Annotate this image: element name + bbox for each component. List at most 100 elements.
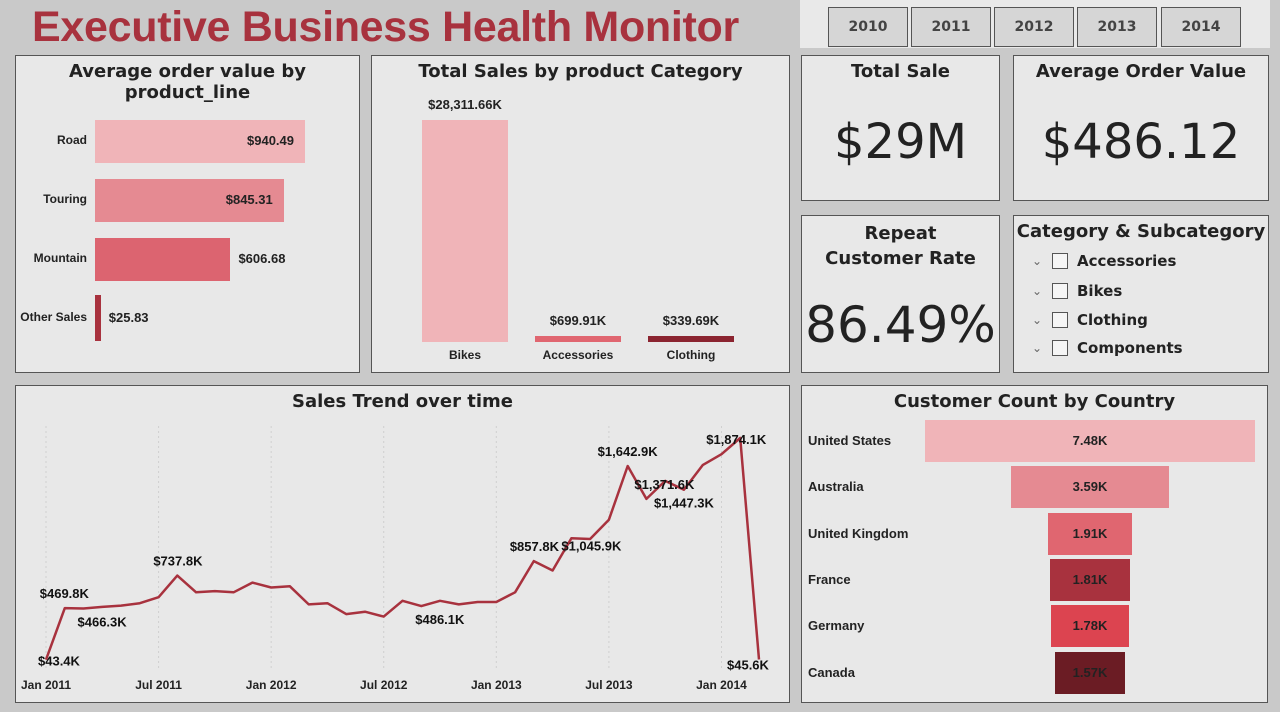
category-label: Bikes [448, 348, 482, 362]
x-tick-label: Jan 2011 [21, 678, 71, 692]
total-sale-card: Total Sale $29M [801, 55, 1000, 201]
data-label: $1,447.3K [654, 496, 715, 511]
x-tick-label: Jul 2013 [585, 678, 633, 692]
data-label: $699.91K [549, 313, 607, 328]
kpi-label: Total Sale [851, 61, 950, 82]
chevron-down-icon[interactable]: ⌄ [1032, 254, 1043, 268]
data-label: $737.8K [153, 554, 203, 569]
kpi-label: Repeat Customer Rate [825, 223, 976, 269]
line-chart-svg: Jan 2011 Jul 2011 Jan 2012 Jul 2012 Jan 2013… [21, 426, 770, 692]
bar [925, 420, 1255, 462]
country-label: United Kingdom [808, 525, 909, 541]
data-label: 7.48K [1072, 433, 1108, 448]
chart-title: Customer Count by Country [893, 391, 1176, 412]
checkbox[interactable] [1052, 340, 1068, 356]
bar [535, 336, 621, 342]
bar-label: Mountain [33, 251, 87, 265]
data-label: $857.8K [510, 539, 560, 554]
chevron-down-icon[interactable]: ⌄ [1032, 341, 1043, 355]
country-label: United States [808, 433, 892, 448]
data-label: 1.78K [1072, 618, 1108, 634]
average-order-value-card: Average Order Value $486.12 [1013, 55, 1269, 201]
category-item-components[interactable]: ⌄ Components [1032, 337, 1183, 359]
data-label: $845.31 [225, 192, 273, 207]
sales-trend-line [44, 436, 761, 661]
x-tick-label: Jan 2014 [696, 678, 747, 692]
page-title: Executive Business Health Monitor [32, 3, 739, 51]
kpi-label: Average Order Value [1035, 61, 1247, 82]
chevron-down-icon[interactable]: ⌄ [1032, 313, 1043, 327]
bar [1055, 651, 1125, 694]
category-item-bikes[interactable]: ⌄ Bikes [1032, 280, 1122, 302]
year-button-2014[interactable]: 2014 [1161, 7, 1241, 47]
category-item-accessories[interactable]: ⌄ Accessories [1032, 250, 1176, 272]
chart-title: Sales Trend over time [291, 391, 513, 412]
data-label: $1,642.9K [598, 444, 659, 459]
year-button-2011[interactable]: 2011 [911, 7, 991, 47]
data-label: $43.4K [38, 654, 81, 669]
category-label: Bikes [1077, 282, 1123, 300]
year-button-2010[interactable]: 2010 [828, 7, 908, 47]
x-tick-label: Jul 2012 [360, 678, 408, 692]
bar [95, 119, 305, 163]
country-label: Australia [808, 479, 864, 495]
data-label: $469.8K [40, 586, 90, 601]
year-slicer: 2010 2011 2012 2013 2014 [800, 0, 1270, 48]
country-label: France [808, 571, 851, 587]
repeat-customer-rate-card: Repeat Customer Rate 86.49% [801, 215, 1000, 373]
data-label: $486.1K [415, 612, 465, 627]
kpi-value: 86.49% [805, 296, 996, 354]
bar [1050, 605, 1130, 648]
data-label: 1.91K [1072, 525, 1108, 541]
bar [648, 336, 734, 342]
checkbox[interactable] [1052, 253, 1068, 269]
data-label: 1.57K [1072, 664, 1108, 680]
country-label: Germany [808, 618, 865, 634]
data-label: 3.59K [1072, 479, 1108, 495]
slicer-title: Category & Subcategory [1016, 221, 1266, 242]
kpi-value: $29M [833, 114, 968, 170]
category-label: Clothing [1077, 311, 1148, 329]
category-label: Components [1077, 339, 1183, 357]
kpi-value: $486.12 [1041, 114, 1241, 170]
x-tick-label: Jan 2012 [246, 678, 297, 692]
category-label: Accessories [1077, 252, 1177, 270]
chart-title: Average order value by product_line [68, 61, 307, 103]
data-label: $1,874.1K [706, 432, 767, 447]
x-tick-label: Jul 2011 [135, 678, 182, 692]
data-label: $466.3K [78, 615, 128, 630]
data-label: $25.83 [108, 310, 149, 325]
year-button-2012[interactable]: 2012 [994, 7, 1074, 47]
sales-trend-chart: Sales Trend over time Jan 2011 Jul 2011 Ja… [15, 385, 790, 703]
data-label: $28,311.66K [428, 97, 502, 112]
bar [1010, 466, 1170, 509]
category-label: Accessories [542, 348, 614, 362]
avg-order-by-product-line-chart: Average order value by product_line Road… [15, 55, 360, 373]
chart-title: Total Sales by product Category [418, 61, 743, 82]
checkbox[interactable] [1052, 283, 1068, 299]
chevron-down-icon[interactable]: ⌄ [1032, 284, 1043, 298]
country-label: Canada [808, 664, 855, 680]
data-label: $1,045.9K [561, 538, 622, 553]
bar [95, 295, 101, 341]
data-label: $1,371.6K [634, 477, 695, 492]
bar-label: Road [57, 133, 87, 147]
bar-label: Other Sales [20, 310, 87, 324]
bar [1050, 558, 1130, 601]
x-tick-label: Jan 2013 [471, 678, 522, 692]
bar-label: Touring [43, 192, 87, 206]
year-button-2013[interactable]: 2013 [1077, 7, 1157, 47]
total-sales-by-category-chart: Total Sales by product Category $28,311.… [371, 55, 790, 373]
category-label: Clothing [666, 348, 716, 362]
bar [95, 178, 284, 222]
category-subcategory-slicer: Category & Subcategory ⌄ Accessories ⌄ Bik… [1013, 215, 1269, 373]
bar [1047, 512, 1133, 555]
category-item-clothing[interactable]: ⌄ Clothing [1032, 309, 1148, 331]
customer-count-by-country-chart: Customer Count by Country United States 7… [801, 385, 1268, 703]
data-label: $339.69K [662, 313, 720, 328]
bar [422, 120, 508, 342]
data-label: $940.49 [247, 133, 294, 148]
checkbox[interactable] [1052, 312, 1068, 328]
bar [95, 237, 231, 281]
data-label: 1.81K [1072, 571, 1108, 587]
